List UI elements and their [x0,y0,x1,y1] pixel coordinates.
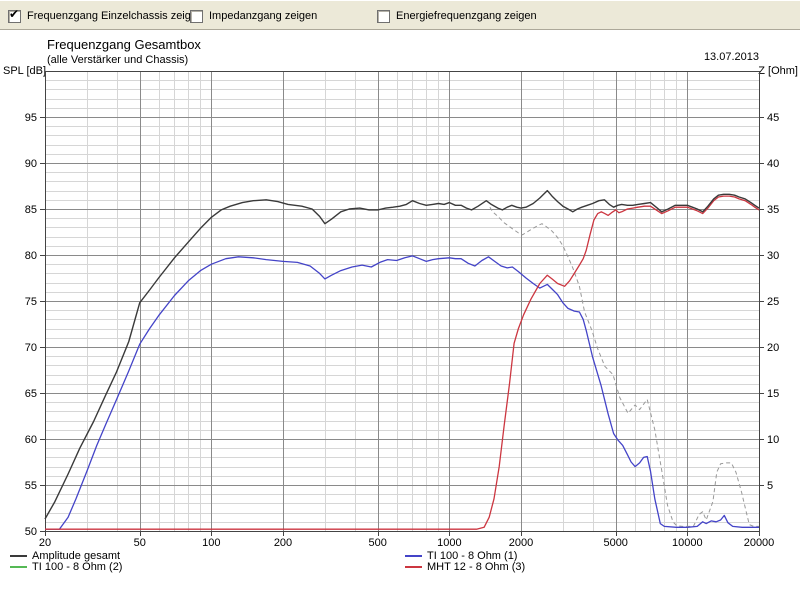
svg-text:85: 85 [25,204,37,216]
checkbox-label: Frequenzgang Einzelchassis zeigen [27,10,204,22]
svg-text:90: 90 [25,158,37,170]
svg-text:55: 55 [25,480,37,492]
svg-text:25: 25 [767,296,779,308]
legend-line-swatch [405,555,422,557]
svg-text:200: 200 [274,537,292,549]
svg-text:10: 10 [767,434,779,446]
legend-item-ti100-1: TI 100 - 8 Ohm (1) [405,550,517,562]
svg-text:35: 35 [767,204,779,216]
svg-text:95: 95 [25,112,37,124]
legend-line-swatch [10,555,27,557]
legend-item-mht12: MHT 12 - 8 Ohm (3) [405,561,525,573]
left-axis-label: SPL [dB] [3,65,47,77]
svg-text:20: 20 [767,342,779,354]
legend-line-swatch [405,566,422,568]
chart-title: Frequenzgang Gesamtbox [47,37,201,52]
chart-date: 13.07.2013 [703,51,759,63]
legend-label: MHT 12 - 8 Ohm (3) [427,561,526,573]
checkbox-box[interactable]: ✔ [377,9,390,23]
svg-text:80: 80 [25,250,37,262]
svg-text:65: 65 [25,388,37,400]
svg-text:75: 75 [25,296,37,308]
svg-text:20000: 20000 [744,537,775,549]
svg-text:15: 15 [767,388,779,400]
svg-text:70: 70 [25,342,37,354]
svg-text:100: 100 [202,537,220,549]
legend-label: TI 100 - 8 Ohm (2) [32,561,123,573]
svg-text:30: 30 [767,250,779,262]
legend-item-ti100-2: TI 100 - 8 Ohm (2) [10,561,122,573]
svg-text:5: 5 [767,480,773,492]
svg-text:20: 20 [39,537,51,549]
svg-text:50: 50 [25,526,37,538]
right-axis-label: Z [Ohm] [758,65,798,77]
checkbox-frequenzgang-einzelchassis[interactable]: ✔ Frequenzgang Einzelchassis zeigen [8,6,204,23]
svg-text:1000: 1000 [437,537,461,549]
svg-text:2000: 2000 [509,537,533,549]
svg-text:50: 50 [134,537,146,549]
checkbox-box[interactable]: ✔ [8,6,21,23]
legend-label: Amplitude gesamt [32,550,121,562]
legend-line-swatch [10,566,27,568]
checkbox-energiefrequenzgang[interactable]: ✔ Energiefrequenzgang zeigen [377,9,537,23]
chart-subtitle: (alle Verstärker und Chassis) [47,54,189,66]
checkmark-icon: ✔ [9,6,20,21]
legend-item-amplitude-gesamt: Amplitude gesamt [10,550,120,562]
svg-text:5000: 5000 [603,537,627,549]
svg-text:10000: 10000 [672,537,703,549]
legend-label: TI 100 - 8 Ohm (1) [427,550,518,562]
svg-text:45: 45 [767,112,779,124]
checkbox-box[interactable]: ✔ [190,9,203,23]
checkbox-label: Impedanzgang zeigen [209,10,318,22]
svg-text:40: 40 [767,158,779,170]
svg-text:60: 60 [25,434,37,446]
checkbox-impedanzgang[interactable]: ✔ Impedanzgang zeigen [190,9,317,23]
checkbox-toolbar: ✔ Frequenzgang Einzelchassis zeigen ✔ Im… [0,0,800,30]
svg-text:500: 500 [369,537,387,549]
checkbox-label: Energiefrequenzgang zeigen [396,10,537,22]
